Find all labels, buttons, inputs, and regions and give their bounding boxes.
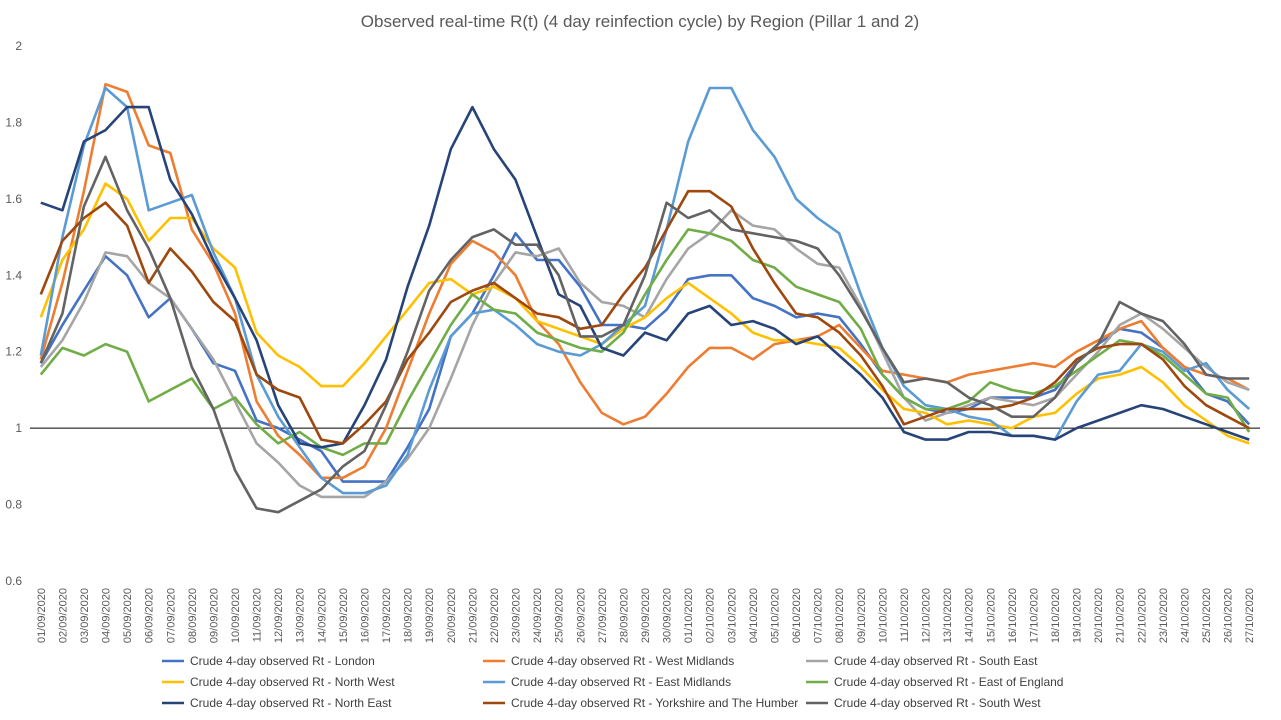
y-tick-label: 2 — [15, 39, 22, 53]
series-line — [39, 232, 1251, 483]
legend-label: Crude 4-day observed Rt - North East — [190, 696, 392, 710]
series-line — [39, 182, 1250, 445]
legend-label: Crude 4-day observed Rt - Yorkshire and … — [511, 696, 798, 710]
x-tick-label: 02/09/2020 — [57, 588, 69, 643]
x-tick-label: 23/10/2020 — [1158, 588, 1170, 643]
x-tick-label: 18/10/2020 — [1050, 588, 1062, 643]
x-tick-label: 02/10/2020 — [705, 588, 717, 643]
x-tick-label: 17/10/2020 — [1028, 588, 1040, 643]
x-tick-label: 26/10/2020 — [1223, 588, 1235, 643]
x-tick-label: 03/09/2020 — [79, 588, 91, 643]
x-tick-label: 28/09/2020 — [618, 588, 630, 643]
x-tick-label: 21/09/2020 — [467, 588, 479, 643]
x-tick-label: 17/09/2020 — [381, 588, 393, 643]
x-tick-label: 01/10/2020 — [683, 588, 695, 643]
x-tick-label: 04/09/2020 — [101, 588, 113, 643]
x-tick-label: 25/09/2020 — [554, 588, 566, 643]
legend-label: Crude 4-day observed Rt - West Midlands — [511, 654, 734, 668]
x-tick-label: 13/10/2020 — [942, 588, 954, 643]
x-tick-label: 09/10/2020 — [856, 588, 868, 643]
x-tick-label: 08/09/2020 — [187, 588, 199, 643]
x-tick-label: 22/10/2020 — [1136, 588, 1148, 643]
x-tick-label: 01/09/2020 — [36, 588, 48, 643]
y-tick-label: 1.8 — [5, 115, 22, 129]
x-tick-label: 19/09/2020 — [424, 588, 436, 643]
x-tick-label: 09/09/2020 — [208, 588, 220, 643]
x-tick-label: 29/09/2020 — [640, 588, 652, 643]
x-tick-label: 06/09/2020 — [144, 588, 156, 643]
x-tick-label: 26/09/2020 — [575, 588, 587, 643]
y-tick-label: 1.4 — [5, 268, 22, 282]
x-tick-label: 25/10/2020 — [1201, 588, 1213, 643]
x-tick-label: 30/09/2020 — [662, 588, 674, 643]
x-tick-label: 11/10/2020 — [899, 588, 911, 642]
y-tick-label: 1.6 — [5, 192, 22, 206]
y-tick-label: 1.2 — [5, 345, 22, 359]
x-tick-label: 23/09/2020 — [511, 588, 523, 643]
series-line — [40, 105, 1250, 449]
x-tick-label: 13/09/2020 — [295, 588, 307, 643]
legend-label: Crude 4-day observed Rt - North West — [190, 675, 395, 689]
x-tick-label: 10/09/2020 — [230, 588, 242, 643]
legend-label: Crude 4-day observed Rt - South West — [834, 696, 1041, 710]
x-tick-label: 03/10/2020 — [726, 588, 738, 643]
series-line — [39, 82, 1250, 480]
series-line — [39, 155, 1250, 514]
x-tick-label: 18/09/2020 — [403, 588, 415, 643]
x-tick-label: 07/09/2020 — [165, 588, 177, 643]
x-tick-label: 14/09/2020 — [316, 588, 328, 643]
x-tick-label: 20/09/2020 — [446, 588, 458, 643]
y-tick-label: 0.6 — [5, 574, 22, 588]
legend-label: Crude 4-day observed Rt - London — [190, 654, 375, 668]
x-tick-label: 07/10/2020 — [813, 588, 825, 643]
x-tick-label: 22/09/2020 — [489, 588, 501, 643]
x-tick-label: 27/10/2020 — [1244, 588, 1256, 643]
x-tick-label: 15/10/2020 — [985, 588, 997, 643]
series-line — [39, 209, 1250, 499]
y-tick-label: 0.8 — [5, 498, 22, 512]
x-tick-label: 16/10/2020 — [1007, 588, 1019, 643]
x-tick-label: 05/09/2020 — [122, 588, 134, 643]
x-tick-label: 10/10/2020 — [877, 588, 889, 643]
x-tick-label: 16/09/2020 — [359, 588, 371, 643]
legend-label: Crude 4-day observed Rt - South East — [834, 654, 1038, 668]
x-tick-label: 05/10/2020 — [769, 588, 781, 643]
series-line — [39, 228, 1251, 457]
x-tick-label: 14/10/2020 — [964, 588, 976, 643]
x-tick-label: 06/10/2020 — [791, 588, 803, 643]
y-tick-label: 1 — [15, 421, 22, 435]
x-tick-label: 12/10/2020 — [921, 588, 933, 643]
chart-title: Observed real-time R(t) (4 day reinfecti… — [361, 12, 919, 31]
x-tick-label: 27/09/2020 — [597, 588, 609, 643]
series-line — [39, 189, 1250, 445]
x-tick-label: 24/10/2020 — [1179, 588, 1191, 643]
x-tick-label: 19/10/2020 — [1072, 588, 1084, 643]
x-tick-label: 08/10/2020 — [834, 588, 846, 643]
x-tick-label: 15/09/2020 — [338, 588, 350, 643]
x-tick-label: 21/10/2020 — [1115, 588, 1127, 643]
x-tick-label: 04/10/2020 — [748, 588, 760, 643]
x-tick-label: 12/09/2020 — [273, 588, 285, 643]
legend-label: Crude 4-day observed Rt - East Midlands — [511, 675, 731, 689]
x-tick-label: 11/09/2020 — [252, 588, 264, 642]
x-tick-label: 24/09/2020 — [532, 588, 544, 643]
legend-label: Crude 4-day observed Rt - East of Englan… — [834, 675, 1063, 689]
x-tick-label: 20/10/2020 — [1093, 588, 1105, 643]
